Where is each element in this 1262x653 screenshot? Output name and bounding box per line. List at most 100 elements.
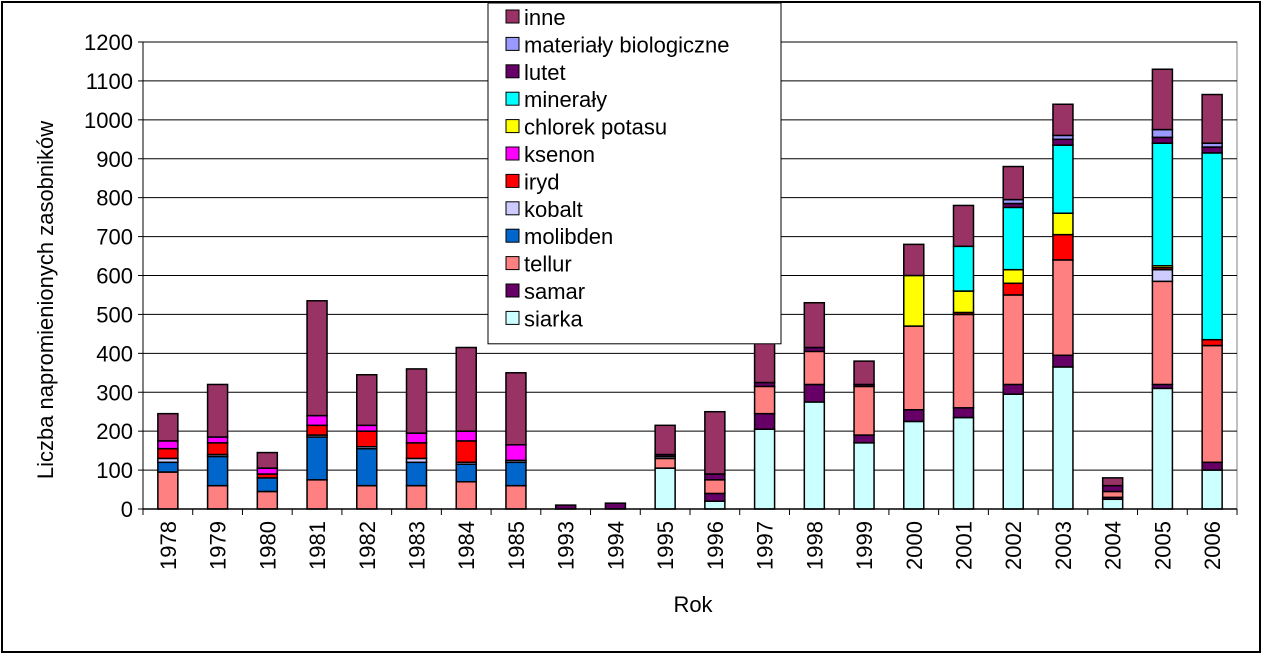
bar-segment-chlorek-potasu [1052,212,1074,236]
bar-segment-chlorek-potasu [952,290,975,314]
bar-segment-iryd [356,430,378,448]
x-tick-label: 1998 [802,521,827,570]
bar-segment-tellur [1151,280,1174,386]
bar-segment-inne [803,301,826,349]
bar-segment-tellur [256,490,279,510]
bar-segment-lutet [1151,136,1174,144]
bar-segment-siarka [1101,498,1124,510]
bars [157,68,1223,510]
y-tick-label: 1100 [86,69,133,94]
bar-segment-inne [1151,68,1174,131]
legend-label: molibden [524,224,613,249]
bar-segment-ksenon [455,430,477,442]
bar-segment-minerały [1151,142,1174,267]
bar-segment-inne [455,346,477,432]
legend-swatch [505,146,520,161]
x-tick-label: 1996 [703,521,728,570]
y-tick-label: 600 [96,264,133,289]
bar-segment-siarka [753,428,776,510]
bar-segment-tellur [1052,259,1074,357]
bar-segment-lutet [1101,484,1124,493]
bar-segment-iryd [1002,282,1024,296]
bar-segment-samar [753,412,776,430]
bar-segment-inne [206,383,229,438]
bar-segment-samar [1052,354,1074,368]
legend-label: iryd [524,169,559,194]
bar-segment-tellur [405,484,428,510]
bar-segment-lutet [1052,138,1074,146]
y-tick-labels: 0 100 200 300 400 500 600 700 800 900 1000 1100 1200 [84,30,143,522]
x-tick-label: 1999 [852,521,877,570]
bar-segment-siarka [1151,387,1174,510]
legend-label: siarka [524,306,583,331]
bar-segment-inne [1101,477,1124,487]
y-tick-label: 300 [96,380,133,405]
bar-segment-inne [952,204,975,248]
bar-segment-minerały [1002,206,1024,271]
bar-segment-ksenon [256,467,279,475]
x-tick-label: 1982 [355,521,380,570]
bar-segment-samar [952,407,975,419]
bar-segment-tellur [952,313,975,409]
bar-segment-samar [704,492,726,502]
y-tick-label: 200 [96,419,133,444]
bar-segment-tellur [1101,490,1124,499]
bar-segment-samar [604,502,627,510]
bar-segment-minerały [952,245,975,292]
bar-segment-iryd [1201,338,1223,347]
legend-label: materiały biologiczne [524,32,729,57]
legend-label: lutet [524,60,566,85]
legend-swatch [505,256,520,271]
bar-segment-siarka [952,416,975,510]
bar-segment-inne [405,368,428,434]
legend-swatch [505,201,520,216]
x-tick-label: 1979 [206,521,231,570]
bar-segment-inne [753,340,776,384]
y-axis-label: Liczba napromienionych zasobników [33,121,58,479]
legend-swatch [505,9,520,24]
bar-segment-inne [157,412,179,442]
bar-segment-siarka [654,467,676,510]
bar-segment-siarka [1052,366,1074,510]
bar-segment-iryd [206,442,229,456]
bar-segment-tellur [853,385,875,436]
bar-segment-inne [704,410,726,475]
bar-segment-tellur [903,325,925,411]
legend-label: minerały [524,87,607,112]
x-tick-label: 1983 [405,521,430,570]
x-tick-label: 2002 [1001,521,1026,570]
bar-segment-tellur [356,484,378,510]
bar-segment-molibden [356,447,378,487]
y-tick-label: 1200 [84,30,133,55]
x-tick-label: 2001 [952,521,977,570]
bar-segment-inne [1002,165,1024,201]
bar-segment-molibden [206,455,229,487]
y-tick-label: 800 [96,186,133,211]
bar-segment-siarka [1002,393,1024,510]
x-tick-label: 2004 [1101,521,1126,570]
bar-segment-minerały [1201,152,1223,341]
bar-segment-tellur [1002,294,1024,386]
bar-segment-molibden [157,461,179,473]
bar-segment-ksenon [306,414,328,427]
bar-segment-molibden [306,436,328,481]
bar-segment-tellur [306,479,328,510]
legend-swatch [505,119,520,134]
legend-label: kobalt [524,197,583,222]
bar-segment-kobalt [1151,268,1174,283]
bar-segment-ksenon [505,444,527,462]
x-tick-label: 1984 [454,521,479,570]
bar-segment-samar [903,409,925,423]
bar-segment-tellur [206,484,229,510]
x-tick-label: 1995 [653,521,678,570]
x-axis-label: Rok [673,592,713,617]
x-tick-label: 1981 [305,521,330,570]
legend-swatch [505,228,520,243]
bar-segment-molibden [455,463,477,483]
bar-segment-ksenon [206,436,229,444]
bar-segment-tellur [1201,344,1223,464]
x-tick-label: 1997 [753,521,778,570]
bar-segment-materiały-biologiczne [1151,128,1174,139]
